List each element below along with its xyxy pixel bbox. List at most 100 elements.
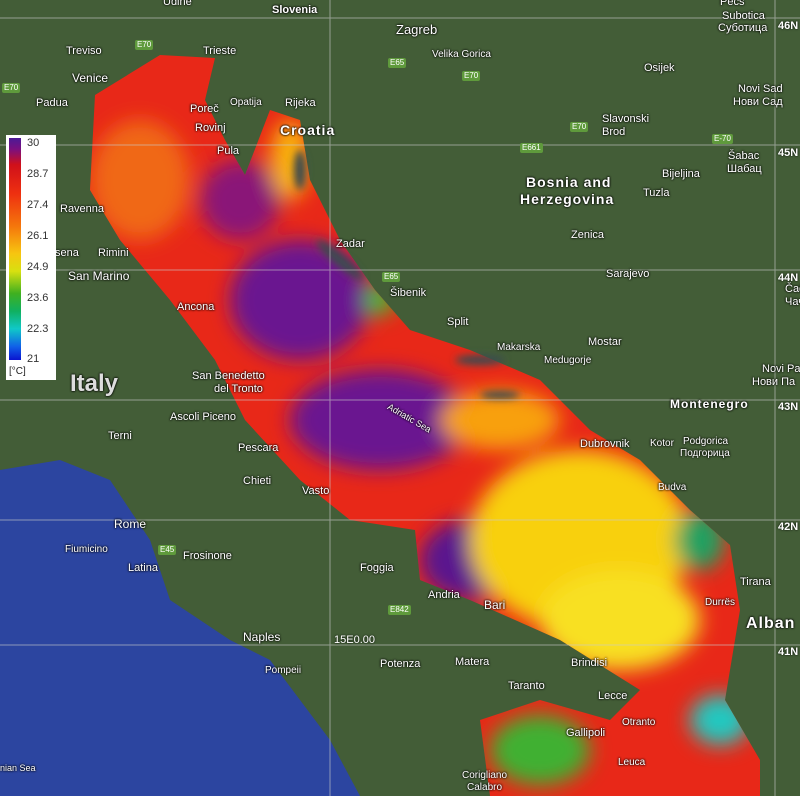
city-label: Pécs <box>720 0 745 8</box>
city-label: Frosinone <box>183 550 232 562</box>
road-badge: E-70 <box>712 134 733 144</box>
color-scale-bar <box>9 138 21 360</box>
city-label: Rijeka <box>285 97 316 109</box>
city-label: Taranto <box>508 680 545 692</box>
city-label: Чачак <box>785 296 800 308</box>
city-label: Dubrovnik <box>580 438 630 450</box>
city-label: Ancona <box>177 301 215 313</box>
city-label: Opatija <box>230 97 262 108</box>
city-label: Foggia <box>360 562 394 574</box>
city-label: Gallipoli <box>566 727 606 739</box>
city-label: Padua <box>36 97 68 109</box>
sea-label-ionian: nian Sea <box>0 763 36 773</box>
city-label: Terni <box>108 430 132 442</box>
city-label: Zadar <box>336 238 365 250</box>
road-badge: E65 <box>388 58 407 68</box>
city-label: Ravenna <box>60 203 105 215</box>
city-label: Subotica <box>722 10 765 22</box>
city-label: Zenica <box>571 229 605 241</box>
city-label: Leuca <box>618 757 646 768</box>
legend-tick: 28.7 <box>27 168 49 180</box>
city-label: San Marino <box>68 269 130 283</box>
temperature-legend: 30 28.7 27.4 26.1 24.9 23.6 22.3 21 [°C] <box>6 135 56 380</box>
city-label: Matera <box>455 656 490 668</box>
city-label: Rimini <box>98 247 129 259</box>
city-label: sena <box>55 247 79 259</box>
city-label: Mostar <box>588 336 622 348</box>
country-bosnia-1: Bosnia and <box>526 174 612 190</box>
road-badge: E661 <box>520 143 543 153</box>
city-label: Budva <box>658 482 687 493</box>
road-badge: E70 <box>462 71 481 81</box>
city-label: Vasto <box>302 485 330 497</box>
city-label: Pula <box>217 145 240 157</box>
grid-label: 45N <box>778 147 799 159</box>
city-label: Rovinj <box>195 122 226 134</box>
city-label: Medugorje <box>544 355 592 366</box>
city-label: Fiumicino <box>65 544 108 555</box>
tyrrhenian-sea <box>0 460 360 796</box>
country-italy: Italy <box>70 370 119 397</box>
city-label: Otranto <box>622 717 656 728</box>
city-label: Kotor <box>650 438 674 449</box>
city-label: Corigliano <box>462 770 508 781</box>
city-label: San Benedetto <box>192 370 265 382</box>
city-label: Calabro <box>467 782 503 793</box>
city-label: Trieste <box>203 45 237 57</box>
country-montenegro: Montenegro <box>670 397 749 411</box>
grid-label: 42N <box>778 521 799 533</box>
city-label: Velika Gorica <box>432 49 491 60</box>
city-label: Нови Па <box>752 376 796 388</box>
city-label: Ascoli Piceno <box>170 411 237 423</box>
city-label: Podgorica <box>683 436 729 447</box>
city-label: Pompeii <box>265 665 302 676</box>
city-label: Latina <box>128 562 158 574</box>
city-label: Šabac <box>728 150 760 162</box>
city-label: Treviso <box>66 45 102 57</box>
city-label: Novi Pa <box>762 363 800 375</box>
legend-tick: 26.1 <box>27 230 49 242</box>
city-label: Slovenia <box>272 4 318 16</box>
grid-label: 46N <box>778 20 799 32</box>
grid-label: 43N <box>778 401 799 413</box>
city-label: Sarajevo <box>606 268 650 280</box>
road-badge: E842 <box>388 605 411 615</box>
legend-tick: 22.3 <box>27 323 49 335</box>
legend-tick: 24.9 <box>27 261 49 273</box>
city-label: Нови Сад <box>733 96 783 108</box>
city-label: Brindisi <box>571 657 608 669</box>
city-label: Подгорица <box>680 448 730 459</box>
city-label: Čačak <box>785 283 800 295</box>
city-label: Tuzla <box>643 187 670 199</box>
grid-label: 41N <box>778 646 799 658</box>
city-label: Bijeljina <box>662 168 700 180</box>
legend-tick: 30 <box>27 137 40 149</box>
city-label: Brod <box>602 126 626 138</box>
country-albania: Alban <box>746 615 796 632</box>
city-label: Zagreb <box>396 22 438 37</box>
road-badge: E70 <box>2 83 21 93</box>
road-badge: E70 <box>570 122 589 132</box>
grid-label: 44N <box>778 272 799 284</box>
city-label: Slavonski <box>602 113 650 125</box>
city-label: Pescara <box>238 442 279 454</box>
city-label: Durrës <box>705 597 736 608</box>
city-label: Potenza <box>380 658 421 670</box>
legend-tick: 21 <box>27 353 40 365</box>
legend-tick: 23.6 <box>27 292 49 304</box>
road-badge: E45 <box>158 545 177 555</box>
city-label: Šibenik <box>390 287 427 299</box>
city-label: Tirana <box>740 576 771 588</box>
road-badge: E70 <box>135 40 154 50</box>
city-label: Poreč <box>190 103 219 115</box>
legend-tick: 27.4 <box>27 199 49 211</box>
city-label: Makarska <box>497 342 541 353</box>
city-label: Naples <box>243 630 281 644</box>
road-badge: E65 <box>382 272 401 282</box>
city-label: Суботица <box>718 22 768 34</box>
city-label: Novi Sad <box>738 83 783 95</box>
city-label: Rome <box>114 517 147 531</box>
city-label: Venice <box>72 71 109 85</box>
